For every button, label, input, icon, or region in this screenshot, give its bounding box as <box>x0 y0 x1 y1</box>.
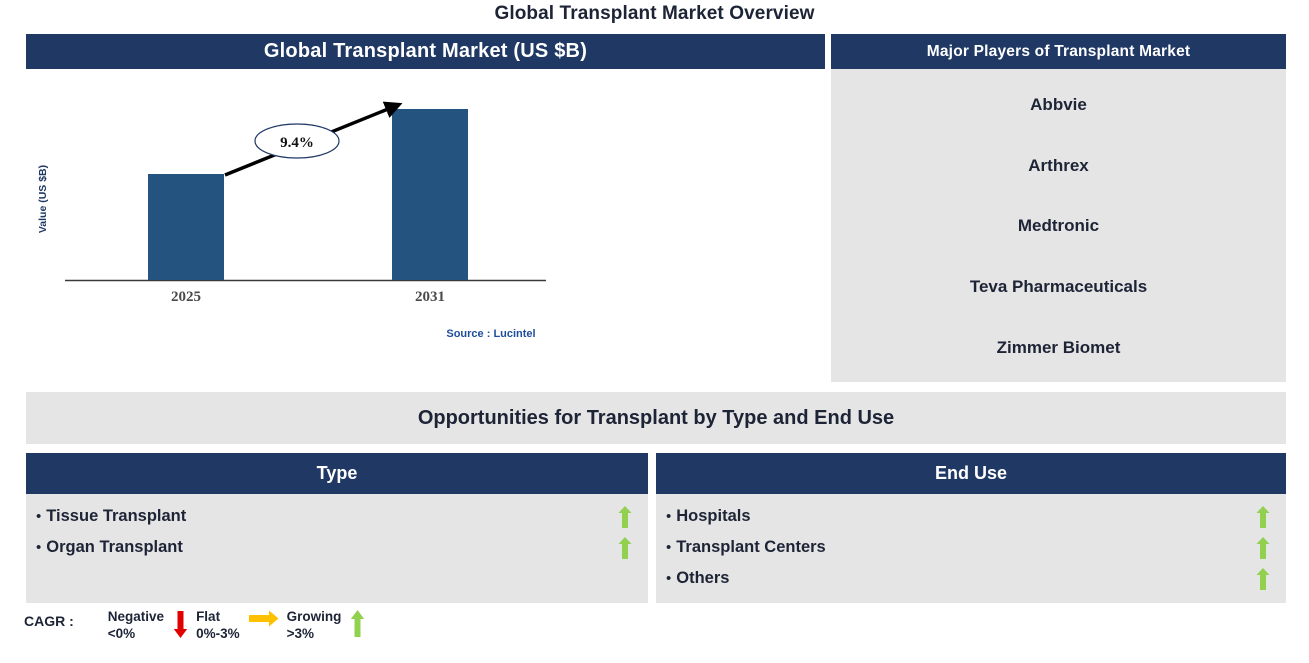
list-item: • Hospitals <box>656 501 1286 532</box>
segment-item-label: Others <box>676 569 730 587</box>
segment-item-label: Tissue Transplant <box>46 507 187 525</box>
list-item: Teva Pharmaceuticals <box>969 277 1148 297</box>
arrow-up-green-icon <box>1254 536 1272 559</box>
segment-end-use-items: • Hospitals • Transplant Centers <box>656 494 1286 603</box>
arrow-down-red-icon <box>173 608 188 641</box>
x-tick-2025: 2025 <box>171 289 201 305</box>
arrow-up-green-icon <box>350 608 365 641</box>
list-item: Abbvie <box>1030 95 1087 115</box>
list-item: • Tissue Transplant <box>26 501 648 532</box>
arrow-up-green-icon <box>1254 567 1272 590</box>
segment-item-label: Organ Transplant <box>46 538 183 556</box>
bullet-icon: • <box>666 539 672 556</box>
chart-source: Source : Lucintel <box>446 328 535 340</box>
arrow-up-green-icon <box>616 505 634 528</box>
bullet-icon: • <box>36 508 42 525</box>
segment-type: Type • Tissue Transplant • Organ Transpl… <box>26 453 648 603</box>
list-item: • Transplant Centers <box>656 532 1286 563</box>
cagr-legend-flat: Flat 0%-3% <box>196 608 287 642</box>
opportunities-banner: Opportunities for Transplant by Type and… <box>26 392 1286 444</box>
y-axis-label: Value (US $B) <box>37 165 49 233</box>
segment-end-use-header: End Use <box>656 453 1286 494</box>
cagr-legend-negative-name: Negative <box>107 609 165 624</box>
bullet-icon: • <box>36 539 42 556</box>
market-chart-body: Value (US $B) 9.4% 2025 2031 Sour <box>26 69 825 384</box>
list-item: Zimmer Biomet <box>996 337 1121 357</box>
arrow-up-green-icon <box>1254 505 1272 528</box>
cagr-callout-label: 9.4% <box>280 135 314 151</box>
list-item: • Organ Transplant <box>26 532 648 563</box>
cagr-legend-flat-name: Flat <box>196 609 221 624</box>
segment-type-items: • Tissue Transplant • Organ Transplant <box>26 494 648 603</box>
cagr-legend-growing-range: >3% <box>286 626 314 641</box>
bar-2025 <box>148 174 224 280</box>
x-tick-2031: 2031 <box>415 289 445 305</box>
arrow-right-yellow-icon <box>248 608 279 631</box>
cagr-legend-negative-range: <0% <box>107 626 136 641</box>
segment-item-label: Transplant Centers <box>676 538 826 556</box>
market-chart-panel: Global Transplant Market (US $B) Value (… <box>26 34 825 384</box>
major-players-list: Abbvie Arthrex Medtronic Teva Pharmaceut… <box>831 69 1286 382</box>
bar-2031 <box>392 109 468 280</box>
page-title: Global Transplant Market Overview <box>494 3 815 24</box>
arrow-up-green-icon <box>616 536 634 559</box>
cagr-legend-growing: Growing >3% <box>287 608 374 642</box>
bar-chart: Value (US $B) 9.4% 2025 2031 Sour <box>26 69 825 384</box>
market-chart-header: Global Transplant Market (US $B) <box>26 34 825 69</box>
cagr-legend-growing-name: Growing <box>286 609 342 624</box>
bullet-icon: • <box>666 508 672 525</box>
major-players-header: Major Players of Transplant Market <box>831 34 1286 69</box>
cagr-legend: CAGR : Negative <0% Flat 0%-3% Growing >… <box>24 608 373 654</box>
list-item: Medtronic <box>1017 216 1100 236</box>
cagr-legend-negative: Negative <0% <box>108 608 196 642</box>
cagr-legend-flat-range: 0%-3% <box>196 626 240 641</box>
opportunities-segments: Type • Tissue Transplant • Organ Transpl… <box>26 453 1286 603</box>
segment-type-header: Type <box>26 453 648 494</box>
cagr-legend-label: CAGR : <box>24 613 74 629</box>
segment-end-use: End Use • Hospitals • Transplant Centers <box>656 453 1286 603</box>
bullet-icon: • <box>666 570 672 587</box>
top-row: Global Transplant Market (US $B) Value (… <box>26 34 1286 384</box>
list-item: • Others <box>656 563 1286 594</box>
major-players-panel: Major Players of Transplant Market Abbvi… <box>831 34 1286 384</box>
segment-item-label: Hospitals <box>676 507 751 525</box>
cagr-callout-ellipse <box>254 123 340 159</box>
list-item: Arthrex <box>1028 155 1089 175</box>
